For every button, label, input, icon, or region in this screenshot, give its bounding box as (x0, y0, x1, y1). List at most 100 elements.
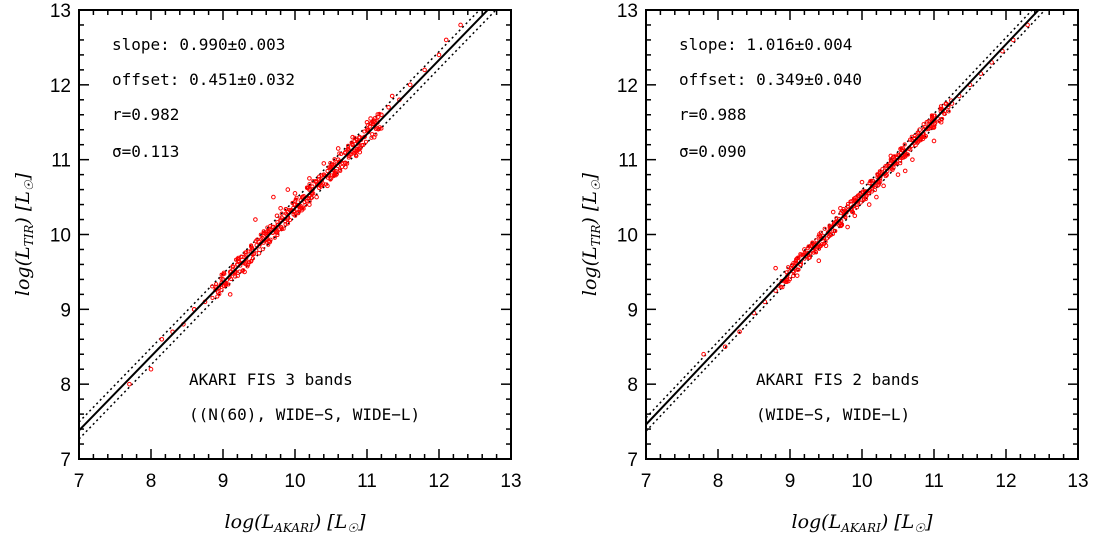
data-point-dense (817, 243, 822, 248)
data-point (773, 265, 778, 271)
stat-slope: slope: 1.016±0.004 (679, 35, 852, 54)
data-point-dense (279, 225, 284, 230)
data-point-dense (346, 143, 351, 148)
data-point-dense (332, 161, 337, 166)
data-point (127, 381, 132, 387)
fit-line (79, 10, 490, 432)
data-point-dense (840, 208, 845, 214)
data-point-dense (337, 151, 342, 156)
y-tick-label: 11 (618, 151, 638, 172)
data-point-dense (304, 185, 309, 190)
data-point-dense (869, 178, 874, 183)
data-point-dense (239, 255, 244, 260)
data-point (859, 179, 865, 185)
data-point-dense (852, 198, 857, 203)
x-tick-labels: 7 8 9 10 11 12 13 (74, 471, 522, 492)
stat-sigma: σ=0.090 (679, 142, 746, 161)
data-point-dense (287, 218, 293, 223)
data-point-dense (861, 197, 866, 202)
data-point-dense (334, 171, 339, 177)
y-tick-label: 7 (60, 450, 71, 471)
data-point (874, 194, 879, 200)
data-point (389, 93, 395, 99)
data-point-dense (219, 276, 224, 281)
data-point-dense (788, 266, 793, 271)
data-point-dense (895, 153, 900, 158)
data-point-dense (822, 241, 827, 246)
data-point-dense (332, 171, 337, 176)
y-tick-label: 10 (50, 226, 71, 247)
data-point-dense (283, 222, 288, 227)
data-point-dense (249, 259, 254, 264)
data-point-dense (262, 231, 267, 236)
data-point-dense (291, 212, 296, 217)
data-point (852, 213, 858, 219)
data-point-dense (279, 211, 284, 216)
data-point-dense (813, 250, 819, 255)
data-point-dense (301, 206, 306, 211)
data-point-dense (807, 255, 812, 260)
data-point-dense (943, 101, 948, 106)
x-tick-label: 11 (924, 471, 944, 492)
x-axis-title: log(LAKARI) [L☉] (792, 511, 934, 535)
data-point-dense (843, 215, 848, 220)
data-point-dense (219, 288, 224, 293)
x-axis-title: log(LAKARI) [L☉] (225, 511, 367, 535)
data-point (895, 172, 901, 177)
x-tick-label: 8 (146, 471, 157, 492)
data-point-dense (342, 151, 348, 156)
data-point-dense (268, 237, 273, 242)
data-point-dense (210, 284, 215, 289)
data-point-dense (307, 182, 312, 187)
data-point-dense (845, 202, 850, 207)
data-point-dense (913, 143, 918, 148)
sigma-line (79, 10, 481, 423)
data-point-dense (325, 169, 330, 174)
data-point-dense (902, 142, 907, 147)
data-point-dense (248, 244, 254, 249)
y-tick-label: 8 (60, 375, 71, 396)
data-point-dense (377, 111, 382, 117)
annotation-band-list: ((N(60), WIDE−S, WIDE−L) (189, 405, 420, 424)
data-point-dense (222, 271, 227, 276)
data-point-dense (923, 134, 928, 139)
y-tick-label: 13 (50, 1, 71, 22)
fit-line (646, 10, 1040, 426)
sigma-lines (646, 10, 1046, 432)
data-point-dense (908, 147, 913, 152)
data-point-dense (933, 120, 938, 125)
data-point-dense (891, 165, 896, 170)
data-point-dense (237, 269, 242, 274)
annotation-band-list: (WIDE−S, WIDE−L) (756, 405, 910, 424)
data-point (368, 116, 373, 121)
data-point-dense (872, 188, 877, 193)
data-point-dense (293, 199, 298, 204)
data-point-dense (361, 142, 366, 148)
data-point-dense (302, 199, 307, 205)
data-point (159, 336, 165, 342)
data-point-dense (811, 250, 816, 255)
y-tick-label: 9 (60, 300, 71, 321)
data-point-dense (258, 232, 263, 237)
x-tick-label: 8 (713, 471, 724, 492)
data-point-dense (309, 192, 314, 197)
data-point-dense (374, 125, 379, 130)
data-point-dense (939, 106, 944, 111)
data-point-dense (905, 152, 910, 157)
data-point-dense (816, 234, 821, 239)
data-point (335, 146, 341, 151)
y-tick-label: 9 (627, 300, 638, 321)
data-point-dense (363, 139, 369, 144)
data-point (722, 344, 728, 350)
data-point-dense (261, 229, 266, 234)
data-point (902, 168, 908, 174)
data-point-dense (270, 224, 275, 229)
data-point-dense (830, 231, 835, 237)
data-point (285, 187, 291, 192)
data-point-dense (810, 240, 815, 245)
x-tick-label: 11 (357, 471, 377, 492)
y-tick-label: 12 (50, 76, 71, 97)
data-point (845, 224, 850, 230)
x-tick-label: 10 (284, 471, 305, 492)
